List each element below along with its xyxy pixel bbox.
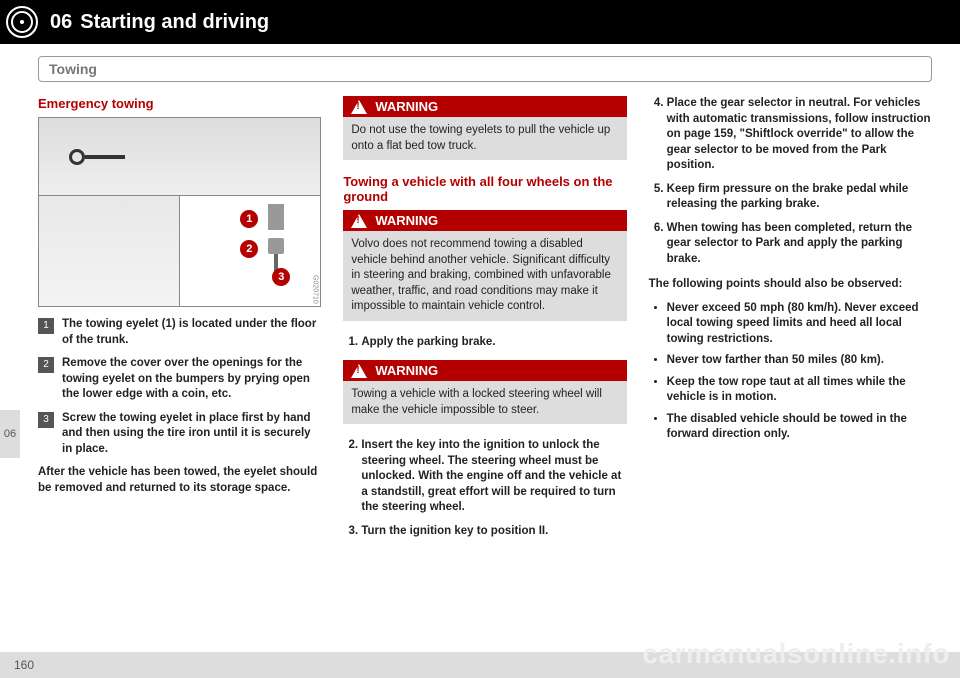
warning-icon [351, 364, 367, 378]
list-item: Apply the parking brake. [361, 335, 626, 351]
page-number: 160 [14, 658, 34, 672]
towing-ground-heading: Towing a vehicle with all four wheels on… [343, 174, 626, 204]
step-text: The towing eyelet (1) is located under t… [62, 317, 321, 348]
list-item: Keep firm pressure on the brake pedal wh… [667, 182, 932, 213]
step-text: Screw the towing eyelet in place first b… [62, 411, 321, 458]
list-item: Never tow farther than 50 miles (80 km). [667, 353, 932, 369]
observe-intro: The following points should also be obse… [649, 277, 932, 293]
header-bar: 06 Starting and driving [0, 0, 960, 44]
warning-box-3: WARNING Towing a vehicle with a locked s… [343, 360, 626, 424]
step-badge: 3 [38, 412, 54, 428]
list-item: Never exceed 50 mph (80 km/h). Never exc… [667, 301, 932, 348]
warning-icon [351, 214, 367, 228]
observe-bullets: Never exceed 50 mph (80 km/h). Never exc… [649, 301, 932, 443]
warning-label: WARNING [375, 99, 438, 114]
list-item: Keep the tow rope taut at all times whil… [667, 375, 932, 406]
procedure-list-b: Insert the key into the ignition to unlo… [343, 438, 626, 539]
warning-text: Volvo does not recommend towing a disabl… [343, 231, 626, 321]
list-item: Insert the key into the ignition to unlo… [361, 438, 626, 516]
warning-label: WARNING [375, 363, 438, 378]
figure-code: G020710 [311, 275, 318, 304]
warning-box-1: WARNING Do not use the towing eyelets to… [343, 96, 626, 160]
emergency-towing-heading: Emergency towing [38, 96, 321, 111]
steering-wheel-icon [6, 6, 38, 38]
warning-text: Do not use the towing eyelets to pull th… [343, 117, 626, 160]
column-1: Emergency towing 1 2 3 G020710 1 The towi… [38, 96, 321, 549]
section-title-bar: Towing [38, 56, 932, 82]
warning-icon [351, 100, 367, 114]
list-item: Turn the ignition key to position II. [361, 524, 626, 540]
warning-label: WARNING [375, 213, 438, 228]
towing-eyelet-figure: 1 2 3 G020710 [38, 117, 321, 307]
step-badge: 2 [38, 357, 54, 373]
chapter-number: 06 [50, 11, 72, 34]
list-item: Place the gear selector in neutral. For … [667, 96, 932, 174]
content-columns: Emergency towing 1 2 3 G020710 1 The towi… [0, 90, 960, 549]
procedure-list-c: Place the gear selector in neutral. For … [649, 96, 932, 267]
list-item: When towing has been completed, return t… [667, 221, 932, 268]
chapter-title: Starting and driving [80, 11, 269, 34]
warning-text: Towing a vehicle with a locked steering … [343, 381, 626, 424]
after-towing-note: After the vehicle has been towed, the ey… [38, 465, 321, 496]
column-2: WARNING Do not use the towing eyelets to… [343, 96, 626, 549]
watermark: carmanualsonline.info [642, 638, 950, 670]
procedure-list-a: Apply the parking brake. [343, 335, 626, 351]
list-item: The disabled vehicle should be towed in … [667, 412, 932, 443]
figure-steps: 1 The towing eyelet (1) is located under … [38, 317, 321, 457]
column-3: Place the gear selector in neutral. For … [649, 96, 932, 549]
warning-box-2: WARNING Volvo does not recommend towing … [343, 210, 626, 321]
step-text: Remove the cover over the openings for t… [62, 356, 321, 403]
eyelet-tool-icon [69, 148, 129, 166]
step-badge: 1 [38, 318, 54, 334]
